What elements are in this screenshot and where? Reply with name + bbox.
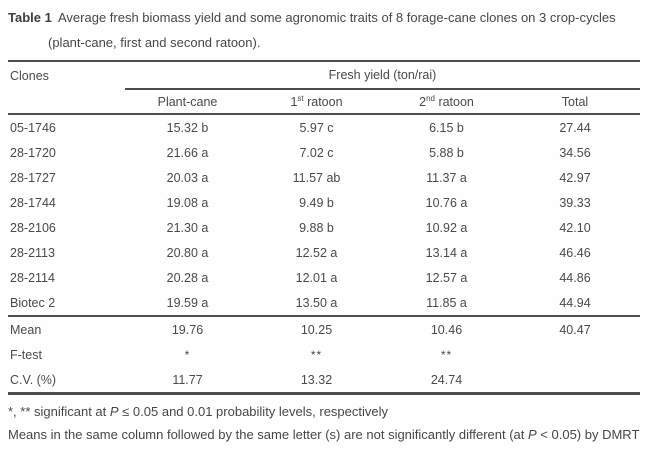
- cell-plant-cane: 20.03 a: [166, 170, 209, 185]
- cell-second-ratoon: 6.15 b: [429, 120, 464, 135]
- cell-plant-cane: 11.77: [172, 372, 203, 387]
- column-header-text: 2: [419, 94, 427, 109]
- cell-clone: 28-2113: [10, 245, 55, 260]
- cell-first-ratoon: 5.97 c: [299, 120, 334, 135]
- cell-first-ratoon: 7.02 c: [299, 145, 334, 160]
- column-header-plant-cane: Plant-cane: [125, 89, 250, 115]
- table-caption-subtitle: (plant-cane, first and second ratoon).: [48, 35, 261, 50]
- column-header-text: 1: [290, 94, 298, 109]
- ordinal-superscript: st: [297, 93, 304, 103]
- cell-first-ratoon: 9.88 b: [299, 220, 334, 235]
- summary-row-mean: Mean 19.76 10.25 10.46 40.47: [8, 315, 640, 342]
- column-header-text: ratoon: [303, 94, 343, 109]
- footnote-text: < 0.05) by DMRT: [536, 427, 640, 442]
- column-header-text: Plant-cane: [157, 94, 218, 109]
- column-header-second-ratoon: 2nd ratoon: [383, 89, 510, 115]
- cell-total: 34.56: [559, 145, 591, 160]
- biomass-yield-table: Clones Fresh yield (ton/rai) Plant-cane …: [8, 60, 640, 395]
- table-row: Biotec 2 19.59 a 13.50 a 11.85 a 44.94: [8, 290, 640, 316]
- cell-first-ratoon: 11.57 ab: [292, 170, 341, 185]
- cell-clone: 28-2106: [10, 220, 56, 235]
- cell-first-ratoon: 10.25: [250, 315, 383, 342]
- table-row: 28-2114 20.28 a 12.01 a 12.57 a 44.86: [8, 265, 640, 290]
- cell-total: 27.44: [559, 120, 591, 135]
- cell-clone: 28-1727: [10, 170, 56, 185]
- cell-second-ratoon: 10.46: [383, 315, 510, 342]
- cell-total: 42.10: [559, 220, 591, 235]
- table-row: 28-1744 19.08 a 9.49 b 10.76 a 39.33: [8, 190, 640, 215]
- table-caption-text: Average fresh biomass yield and some agr…: [58, 10, 616, 25]
- cell-plant-cane: 21.30 a: [166, 220, 209, 235]
- cell-total: [510, 342, 640, 367]
- table-row: 05-1746 15.32 b 5.97 c 6.15 b 27.44: [8, 114, 640, 140]
- cell-total: [510, 367, 640, 394]
- table-row: 28-1720 21.66 a 7.02 c 5.88 b 34.56: [8, 140, 640, 165]
- table-row: 28-2106 21.30 a 9.88 b 10.92 a 42.10: [8, 215, 640, 240]
- cell-plant-cane: 19.59 a: [166, 295, 209, 310]
- cell-clone: 28-1720: [10, 145, 56, 160]
- cell-total: 44.94: [559, 295, 591, 310]
- footnote-text: *, ** significant at: [8, 404, 110, 419]
- cell-label: Mean: [8, 315, 125, 342]
- table-row: 28-2113 20.80 a 12.52 a 13.14 a 46.46: [8, 240, 640, 265]
- footnote-italic-p: P: [109, 404, 119, 419]
- cell-second-ratoon: 24.74: [430, 372, 463, 387]
- cell-plant-cane: 19.76: [125, 315, 250, 342]
- cell-plant-cane: 20.80 a: [166, 245, 209, 260]
- footnote-text: Means in the same column followed by the…: [8, 427, 529, 442]
- cell-plant-cane: *: [184, 347, 191, 362]
- cell-total: 40.47: [510, 315, 640, 342]
- cell-first-ratoon: 13.32: [300, 372, 333, 387]
- footnote-significance: *, ** significant at P ≤ 0.05 and 0.01 p…: [8, 404, 640, 420]
- table-caption-label: Table 1: [8, 10, 52, 25]
- cell-label: C.V. (%): [10, 372, 57, 387]
- cell-first-ratoon: **: [310, 347, 323, 362]
- cell-clone: 28-2114: [10, 270, 55, 285]
- cell-clone: 05-1746: [10, 120, 56, 135]
- cell-clone: 28-1744: [10, 195, 56, 210]
- cell-second-ratoon: 11.85 a: [426, 295, 467, 310]
- cell-total: 44.86: [559, 270, 591, 285]
- cell-first-ratoon: 12.01 a: [295, 270, 338, 285]
- ordinal-superscript: nd: [426, 93, 435, 103]
- footnote-dmrt: Means in the same column followed by the…: [8, 427, 640, 443]
- cell-second-ratoon: 11.37 a: [426, 170, 467, 185]
- column-group-header-fresh-yield: Fresh yield (ton/rai): [125, 61, 640, 90]
- cell-total: 42.97: [559, 170, 591, 185]
- cell-label: F-test: [10, 347, 42, 362]
- table-caption: Table 1 Average fresh biomass yield and …: [8, 5, 640, 55]
- column-header-total: Total: [510, 89, 640, 115]
- header-row-subcolumns: Plant-cane 1st ratoon 2nd ratoon Total: [8, 89, 640, 115]
- column-header-first-ratoon: 1st ratoon: [250, 89, 383, 115]
- table-body: 05-1746 15.32 b 5.97 c 6.15 b 27.44 28-1…: [8, 114, 640, 316]
- cell-second-ratoon: 12.57 a: [425, 270, 468, 285]
- footnote-italic-p: P: [528, 427, 537, 442]
- table-row: 28-1727 20.03 a 11.57 ab 11.37 a 42.97: [8, 165, 640, 190]
- cell-clone: Biotec 2: [10, 295, 56, 310]
- cell-total: 46.46: [559, 245, 591, 260]
- table-header: Clones Fresh yield (ton/rai) Plant-cane …: [8, 61, 640, 115]
- cell-second-ratoon: 13.14 a: [425, 245, 468, 260]
- cell-second-ratoon: 10.76 a: [425, 195, 468, 210]
- column-header-clones: Clones: [8, 61, 125, 115]
- cell-first-ratoon: 12.52 a: [295, 245, 338, 260]
- summary-row-ftest: F-test * ** **: [8, 342, 640, 367]
- header-row-group: Clones Fresh yield (ton/rai): [8, 61, 640, 115]
- cell-second-ratoon: 10.92 a: [425, 220, 468, 235]
- table-summary: Mean 19.76 10.25 10.46 40.47 F-test * **…: [8, 315, 640, 394]
- cell-second-ratoon: 5.88 b: [429, 145, 464, 160]
- column-header-text: Total: [561, 94, 589, 109]
- cell-total: 39.33: [559, 195, 591, 210]
- cell-plant-cane: 21.66 a: [166, 145, 209, 160]
- cell-first-ratoon: 13.50 a: [295, 295, 338, 310]
- column-header-text: ratoon: [434, 94, 474, 109]
- cell-second-ratoon: **: [440, 347, 453, 362]
- summary-row-cv: C.V. (%) 11.77 13.32 24.74: [8, 367, 640, 394]
- footnote-text: ≤ 0.05 and 0.01 probability levels, resp…: [118, 404, 389, 419]
- cell-plant-cane: 15.32 b: [166, 120, 209, 135]
- cell-plant-cane: 19.08 a: [166, 195, 209, 210]
- cell-first-ratoon: 9.49 b: [299, 195, 334, 210]
- cell-plant-cane: 20.28 a: [166, 270, 209, 285]
